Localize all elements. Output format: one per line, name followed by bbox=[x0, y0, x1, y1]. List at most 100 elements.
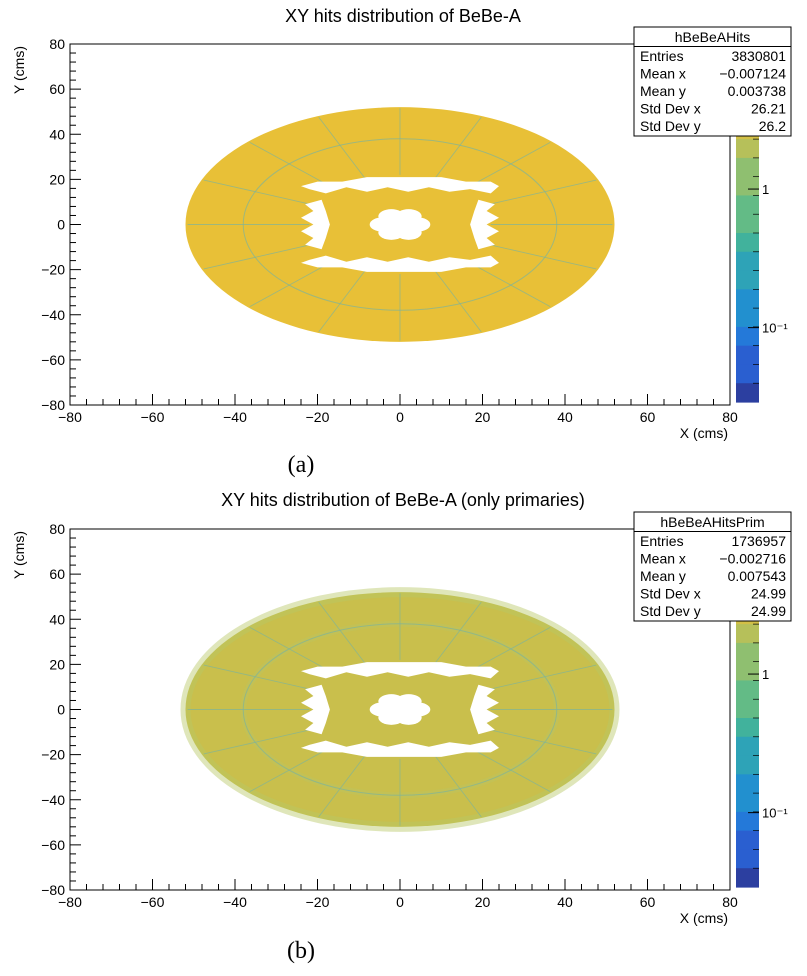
colorbar-step bbox=[736, 233, 759, 253]
sector-boundary bbox=[483, 179, 597, 206]
y-tick-label: −80 bbox=[41, 397, 65, 413]
stats-label: Std Dev x bbox=[640, 101, 701, 117]
colorbar-step bbox=[736, 214, 759, 234]
colorbar-step bbox=[736, 830, 759, 851]
y-tick-label: 80 bbox=[49, 521, 65, 537]
stats-title: hBeBeAHits bbox=[675, 29, 750, 45]
colorbar-step bbox=[736, 289, 759, 309]
x-tick-label: −60 bbox=[141, 409, 165, 425]
x-tick-label: 40 bbox=[557, 894, 573, 910]
colorbar-step bbox=[736, 736, 759, 757]
sector-boundary bbox=[318, 755, 366, 818]
sector-boundary bbox=[434, 116, 482, 179]
y-tick-label: −40 bbox=[41, 307, 65, 323]
stats-label: Mean x bbox=[640, 551, 686, 567]
sector-boundary bbox=[249, 141, 337, 190]
x-tick-label: 0 bbox=[396, 409, 404, 425]
colorbar-step bbox=[736, 755, 759, 775]
sector-boundary bbox=[249, 626, 337, 675]
x-tick-label: −40 bbox=[223, 409, 247, 425]
sector-boundary bbox=[463, 259, 551, 308]
x-tick-label: 40 bbox=[557, 409, 573, 425]
sector-boundary bbox=[463, 141, 551, 190]
y-tick-label: −20 bbox=[41, 262, 65, 278]
stats-value: −0.007124 bbox=[719, 66, 786, 82]
x-axis-label: X (cms) bbox=[680, 425, 728, 441]
stats-value: 24.99 bbox=[751, 603, 786, 619]
x-axis-label: X (cms) bbox=[680, 910, 728, 926]
cutout-right bbox=[470, 199, 499, 250]
colorbar-step bbox=[736, 774, 759, 794]
sector-boundary bbox=[483, 243, 597, 270]
stats-label: Mean y bbox=[640, 568, 686, 584]
colorbar-step bbox=[736, 345, 759, 366]
stats-box bbox=[633, 511, 792, 622]
y-tick-label: 20 bbox=[49, 171, 65, 187]
colorbar-label: 10⁻¹ bbox=[762, 806, 788, 821]
stats-label: Std Dev x bbox=[640, 586, 701, 602]
sector-boundary bbox=[318, 601, 366, 664]
y-tick-label: 0 bbox=[57, 217, 65, 233]
sector-boundary bbox=[203, 664, 317, 691]
cutout-core bbox=[379, 213, 421, 236]
x-tick-label: −80 bbox=[58, 409, 82, 425]
chart-title: XY hits distribution of BeBe-A (only pri… bbox=[221, 490, 585, 510]
cutout-top bbox=[301, 177, 499, 194]
y-axis-label: Y (cms) bbox=[11, 46, 27, 94]
colorbar-step bbox=[736, 718, 759, 738]
sector-boundary bbox=[318, 270, 366, 333]
y-tick-label: 20 bbox=[49, 656, 65, 672]
cutout-left bbox=[301, 684, 330, 735]
colorbar-step bbox=[736, 157, 759, 178]
y-tick-label: −20 bbox=[41, 747, 65, 763]
sector-boundary bbox=[249, 744, 337, 793]
y-tick-label: 60 bbox=[49, 81, 65, 97]
x-tick-label: 80 bbox=[722, 409, 738, 425]
colorbar-step bbox=[736, 624, 759, 644]
y-tick-label: 80 bbox=[49, 36, 65, 52]
colorbar-step bbox=[736, 195, 759, 215]
stats-label: Mean y bbox=[640, 83, 686, 99]
panel-caption: (b) bbox=[287, 938, 315, 964]
sector-boundary bbox=[249, 259, 337, 308]
x-tick-label: −40 bbox=[223, 894, 247, 910]
y-tick-label: −80 bbox=[41, 882, 65, 898]
x-tick-label: −20 bbox=[306, 894, 330, 910]
y-tick-label: 40 bbox=[49, 126, 65, 142]
disk-edge-band bbox=[180, 587, 620, 832]
stats-value: 24.99 bbox=[751, 586, 786, 602]
stats-value: 26.21 bbox=[751, 101, 786, 117]
colorbar-step bbox=[736, 849, 759, 869]
cutout-bottom bbox=[301, 740, 499, 757]
x-tick-label: 60 bbox=[640, 409, 656, 425]
x-tick-label: 20 bbox=[475, 409, 491, 425]
colorbar-step bbox=[736, 364, 759, 384]
y-tick-label: 60 bbox=[49, 566, 65, 582]
x-tick-label: 80 bbox=[722, 894, 738, 910]
x-tick-label: −20 bbox=[306, 409, 330, 425]
sector-boundary bbox=[434, 270, 482, 333]
colorbar-step bbox=[736, 661, 759, 682]
stats-value: 26.2 bbox=[759, 118, 786, 134]
stats-label: Entries bbox=[640, 48, 684, 64]
stats-label: Entries bbox=[640, 533, 684, 549]
y-tick-label: 0 bbox=[57, 702, 65, 718]
colorbar-step bbox=[736, 139, 759, 159]
x-tick-label: 20 bbox=[475, 894, 491, 910]
stats-label: Std Dev y bbox=[640, 603, 701, 619]
sector-boundary bbox=[318, 116, 366, 179]
cutout-top bbox=[301, 662, 499, 679]
cutout-core bbox=[379, 698, 421, 721]
x-tick-label: 0 bbox=[396, 894, 404, 910]
colorbar-step bbox=[736, 811, 759, 832]
sector-boundary bbox=[434, 601, 482, 664]
sector-boundary bbox=[463, 626, 551, 675]
stats-box bbox=[633, 26, 792, 137]
colorbar-step bbox=[736, 270, 759, 290]
colorbar-step bbox=[736, 308, 759, 328]
colorbar-step bbox=[736, 699, 759, 719]
stats-value: −0.002716 bbox=[719, 551, 786, 567]
stats-value: 3830801 bbox=[731, 48, 786, 64]
colorbar-label: 1 bbox=[762, 667, 769, 682]
